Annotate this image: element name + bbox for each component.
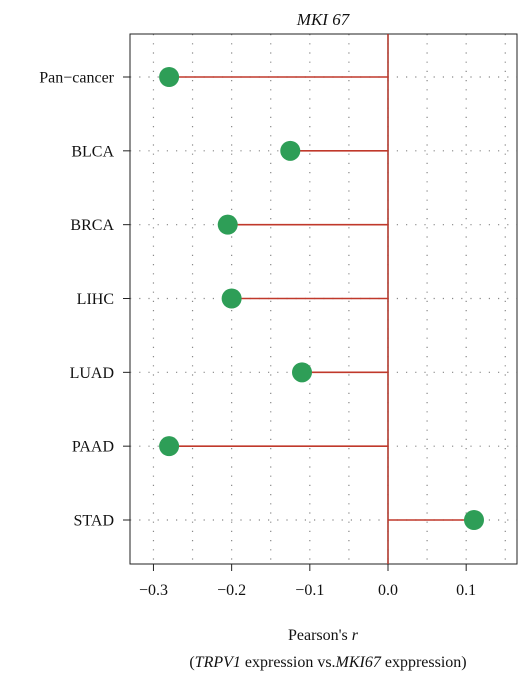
chart-title: MKI 67 — [296, 10, 351, 29]
y-tick-label: BLCA — [71, 143, 114, 160]
y-axis: Pan−cancer BLCA BRCA LIHC LUAD PAAD STAD — [39, 70, 130, 530]
y-tick-label: PAAD — [72, 439, 114, 456]
x-tick-label: −0.2 — [217, 582, 246, 599]
x-axis-subtitle: (TRPV1 expression vs.MKI67 exppression) — [189, 654, 466, 671]
x-tick-label: 0.1 — [456, 582, 476, 599]
y-tick-label: STAD — [74, 513, 115, 530]
point-layer — [159, 67, 484, 530]
lollipop-point — [292, 362, 312, 383]
x-axis: −0.3 −0.2 −0.1 0.0 0.1 — [139, 564, 476, 599]
lollipop-point — [221, 288, 242, 309]
lollipop-point — [280, 140, 301, 161]
y-tick-label: LIHC — [77, 291, 114, 308]
lollipop-point — [464, 510, 484, 530]
y-tick-label: LUAD — [70, 365, 114, 382]
x-tick-label: −0.1 — [295, 582, 324, 599]
x-tick-label: −0.3 — [139, 582, 168, 599]
lollipop-point — [159, 436, 180, 457]
y-tick-label: BRCA — [70, 217, 114, 234]
stem-layer — [169, 76, 474, 521]
lollipop-point — [159, 67, 180, 87]
lollipop-point — [217, 214, 238, 235]
y-tick-label: Pan−cancer — [39, 70, 114, 87]
x-axis-title: Pearson's r — [288, 627, 359, 644]
x-tick-label: 0.0 — [378, 582, 398, 599]
